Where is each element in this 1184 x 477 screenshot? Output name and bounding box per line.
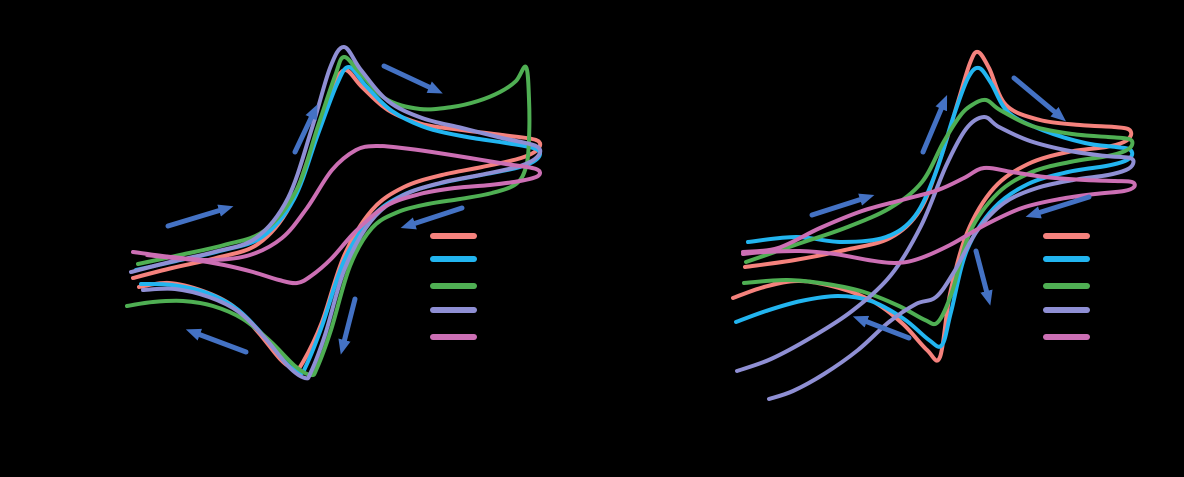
cv-curve-purple xyxy=(129,45,543,381)
scan-direction-arrow xyxy=(1011,75,1066,122)
scan-direction-arrow xyxy=(809,193,875,218)
voltammogram-panel-right xyxy=(731,49,1137,401)
cv-curve-salmon xyxy=(731,49,1134,363)
voltammogram-panel-left xyxy=(125,45,543,381)
cv-curve-cyan xyxy=(134,65,542,376)
cv-curve-cyan xyxy=(734,65,1135,349)
scan-direction-arrow xyxy=(338,296,358,355)
scan-direction-arrow xyxy=(400,205,465,230)
cv-curve-green xyxy=(742,97,1135,327)
cv-curve-pink xyxy=(131,143,542,286)
scan-direction-arrow xyxy=(185,328,249,355)
scan-direction-arrow xyxy=(165,204,234,229)
cv-curve-pink xyxy=(741,165,1137,266)
scan-direction-arrow xyxy=(381,63,443,94)
cv-curve-green xyxy=(125,55,532,378)
scan-direction-arrow xyxy=(852,315,912,341)
scan-direction-arrow xyxy=(1025,194,1092,219)
cv-curve-purple xyxy=(735,115,1136,401)
scan-direction-arrow xyxy=(920,95,948,155)
scan-direction-arrow xyxy=(973,248,993,306)
scan-direction-arrow xyxy=(292,104,318,155)
